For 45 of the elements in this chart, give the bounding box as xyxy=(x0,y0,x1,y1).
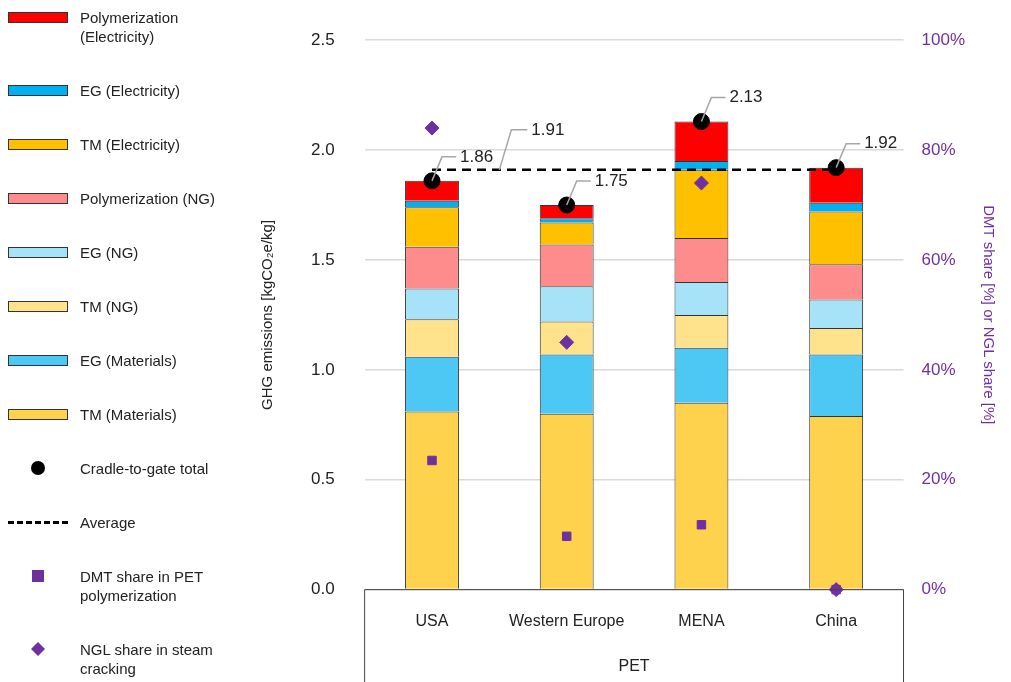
x-axis-title: PET xyxy=(618,656,650,674)
y-tick-label: 2.5 xyxy=(310,29,335,49)
y2-axis-title: DMT share [%] or NGL share [%] xyxy=(980,205,998,425)
data-label: 1.86 xyxy=(459,146,494,166)
legend-label: TM (Materials) xyxy=(80,405,178,424)
legend-label: Average xyxy=(80,513,137,532)
data-label: 1.75 xyxy=(594,170,628,190)
x-tick-label: China xyxy=(815,611,858,629)
legend-label: TM (Electricity) xyxy=(80,135,181,154)
point xyxy=(423,172,441,190)
y-axis-title: GHG emissions [kgCO₂e/kg] xyxy=(258,219,276,410)
point xyxy=(692,113,710,131)
point xyxy=(561,531,572,542)
y2-tick-label: 100% xyxy=(921,29,965,49)
y-tick-label: 1.5 xyxy=(310,249,335,269)
legend-label: EG (Materials) xyxy=(80,351,178,370)
legend-label: EG (Electricity) xyxy=(80,81,181,100)
y2-tick-label: 40% xyxy=(921,359,956,379)
x-tick-label: USA xyxy=(415,611,449,629)
y-tick-label: 2.0 xyxy=(310,139,335,159)
x-tick-label: MENA xyxy=(678,611,725,629)
legend-label: EG (NG) xyxy=(80,243,140,262)
point xyxy=(827,159,845,177)
y-tick-label: 0.0 xyxy=(310,579,335,599)
data-label: 2.13 xyxy=(729,87,763,107)
x-tick-label: Western Europe xyxy=(509,611,625,629)
y-tick-label: 0.5 xyxy=(310,469,335,489)
data-label: 1.92 xyxy=(864,133,898,153)
legend-label: Polymerization (NG) xyxy=(80,189,217,208)
legend-label: TM (NG) xyxy=(80,297,140,316)
y2-tick-label: 60% xyxy=(921,249,956,269)
point xyxy=(693,175,709,191)
legend-label: NGL share in steam cracking xyxy=(80,640,214,678)
y2-tick-label: 0% xyxy=(921,579,947,599)
legend-label: Cradle-to-gate total xyxy=(80,459,210,478)
y2-tick-label: 80% xyxy=(921,139,956,159)
legend-label: DMT share in PET polymerization xyxy=(80,567,204,605)
y-tick-label: 1.0 xyxy=(310,359,335,379)
point xyxy=(696,520,707,530)
point xyxy=(427,455,437,466)
legend-label: Polymerization (Electricity) xyxy=(80,8,180,46)
point xyxy=(558,196,576,214)
point xyxy=(424,120,440,136)
annotation: 1.91 xyxy=(531,119,565,139)
y2-tick-label: 20% xyxy=(921,469,956,489)
